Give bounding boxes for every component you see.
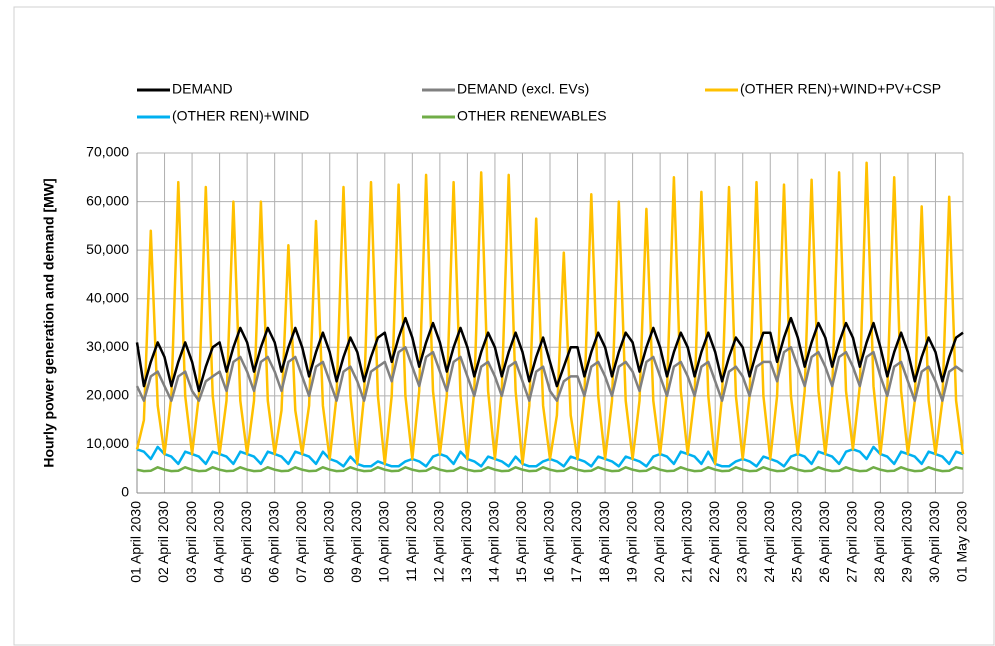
x-tick-label: 16 April 2030 [541, 501, 557, 583]
series-line [136, 466, 964, 473]
x-tick-label: 02 April 2030 [155, 501, 171, 583]
legend-label: DEMAND [172, 81, 233, 97]
x-tick-label: 11 April 2030 [403, 501, 419, 582]
y-tick-label: 30,000 [86, 338, 129, 354]
x-tick-label: 12 April 2030 [431, 501, 447, 583]
x-tick-label: 05 April 2030 [238, 501, 254, 583]
legend-label: DEMAND (excl. EVs) [457, 81, 589, 97]
x-tick-label: 17 April 2030 [568, 501, 584, 583]
x-tick-label: 07 April 2030 [293, 501, 309, 583]
y-tick-label: 60,000 [86, 192, 129, 208]
x-tick-label: 13 April 2030 [458, 501, 474, 583]
x-tick-label: 04 April 2030 [210, 501, 226, 583]
x-tick-label: 19 April 2030 [623, 501, 639, 583]
x-tick-label: 15 April 2030 [513, 501, 529, 583]
y-tick-label: 50,000 [86, 241, 129, 257]
x-tick-label: 24 April 2030 [761, 501, 777, 583]
y-tick-label: 70,000 [86, 144, 129, 160]
x-tick-label: 03 April 2030 [183, 501, 199, 583]
x-tick-label: 26 April 2030 [816, 501, 832, 583]
x-tick-label: 27 April 2030 [844, 501, 860, 583]
y-axis-label: Hourly power generation and demand [MW] [41, 178, 57, 467]
x-tick-label: 29 April 2030 [899, 501, 915, 583]
chart-frame [13, 6, 995, 646]
x-tick-label: 14 April 2030 [486, 501, 502, 583]
x-tick-label: 10 April 2030 [376, 501, 392, 583]
x-tick-label: 25 April 2030 [789, 501, 805, 583]
x-tick-label: 23 April 2030 [733, 501, 749, 583]
x-tick-label: 22 April 2030 [706, 501, 722, 583]
x-tick-label: 30 April 2030 [926, 501, 942, 583]
x-tick-label: 18 April 2030 [596, 501, 612, 583]
legend-label: (OTHER REN)+WIND [172, 108, 309, 124]
x-tick-label: 20 April 2030 [651, 501, 667, 583]
y-tick-label: 40,000 [86, 289, 129, 305]
x-tick-label: 28 April 2030 [871, 501, 887, 583]
legend-label: OTHER RENEWABLES [457, 108, 607, 124]
y-tick-label: 20,000 [86, 387, 129, 403]
legend-label: (OTHER REN)+WIND+PV+CSP [740, 81, 941, 97]
y-tick-label: 10,000 [86, 435, 129, 451]
x-tick-label: 01 May 2030 [954, 501, 970, 582]
series-line [135, 346, 964, 402]
x-tick-label: 09 April 2030 [348, 501, 364, 583]
x-tick-label: 06 April 2030 [265, 501, 281, 583]
y-tick-label: 0 [121, 484, 129, 500]
x-tick-label: 01 April 2030 [128, 501, 144, 583]
x-tick-label: 21 April 2030 [678, 501, 694, 583]
x-tick-label: 08 April 2030 [320, 501, 336, 583]
series-line [135, 316, 964, 393]
series-line [135, 161, 965, 466]
